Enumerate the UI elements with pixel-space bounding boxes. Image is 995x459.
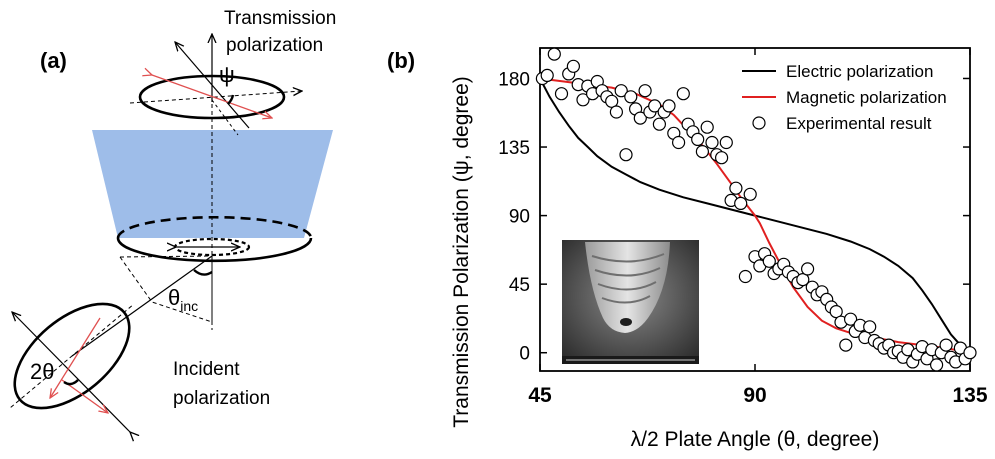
experimental-point bbox=[738, 269, 753, 284]
incident-label-line1: Incident bbox=[173, 359, 240, 380]
y-tick-label: 0 bbox=[519, 344, 530, 365]
experimental-point bbox=[762, 254, 776, 268]
two-theta-arc bbox=[63, 379, 79, 386]
experimental-point bbox=[638, 84, 652, 98]
experimental-point bbox=[734, 196, 748, 210]
y-tick-label: 45 bbox=[509, 275, 530, 296]
experimental-point bbox=[700, 120, 714, 134]
cone-bottom-ellipse-back bbox=[116, 215, 313, 239]
y-tick-label: 90 bbox=[509, 207, 530, 228]
incident-major-axis bbox=[10, 305, 133, 408]
transmission-horizontal-guide bbox=[129, 91, 302, 104]
panel-b-label: (b) bbox=[387, 48, 415, 73]
experimental-point bbox=[705, 135, 719, 150]
psi-angle-arc bbox=[227, 94, 235, 105]
incident-black-arrow bbox=[12, 312, 130, 432]
sem-inset bbox=[562, 240, 699, 364]
experimental-point bbox=[929, 358, 944, 372]
experimental-point bbox=[939, 338, 953, 352]
experimental-point bbox=[743, 187, 757, 201]
transmission-dashed-diag bbox=[211, 99, 239, 136]
experimental-point bbox=[554, 87, 569, 101]
panel-b-chart: (b) 0 45 90 135 180 45 90 135 λ/2 Plate Angle (… bbox=[387, 47, 988, 451]
panel-a-diagram: (a) ψ Transmission polarization θinc bbox=[10, 8, 336, 436]
experimental-point bbox=[829, 305, 843, 319]
experimental-point bbox=[729, 181, 743, 195]
legend: Electric polarization Magnetic polarizati… bbox=[742, 62, 947, 133]
series-layer bbox=[535, 47, 977, 372]
experimental-point bbox=[714, 151, 729, 165]
theta-inc-arc bbox=[193, 269, 213, 276]
incident-ellipse-group bbox=[10, 302, 133, 410]
experimental-point bbox=[619, 148, 633, 162]
experimental-point bbox=[540, 68, 554, 83]
psi-symbol: ψ bbox=[219, 62, 235, 87]
experimental-point bbox=[605, 94, 619, 108]
incident-red-arrow-2 bbox=[61, 379, 108, 413]
experimental-point bbox=[566, 59, 581, 73]
experimental-point bbox=[839, 338, 853, 352]
experimental-point bbox=[963, 346, 977, 360]
x-tick-label: 90 bbox=[743, 384, 766, 407]
projection-box bbox=[119, 256, 213, 323]
legend-label: Experimental result bbox=[786, 114, 932, 133]
experimental-point bbox=[652, 117, 667, 131]
experimental-point bbox=[691, 132, 705, 146]
experimental-point bbox=[662, 99, 676, 113]
two-theta-symbol: 2θ bbox=[30, 359, 54, 384]
experimental-point bbox=[648, 99, 662, 113]
x-tick-label: 135 bbox=[952, 384, 987, 407]
y-tick-label: 135 bbox=[498, 138, 530, 159]
experimental-point bbox=[800, 262, 815, 276]
incident-label-line2: polarization bbox=[173, 388, 270, 409]
transmission-label-line1: Transmission bbox=[224, 8, 336, 29]
experimental-point bbox=[676, 87, 690, 101]
sem-tip-texture bbox=[591, 253, 665, 304]
experimental-point bbox=[863, 320, 877, 334]
projection-box-side bbox=[119, 255, 213, 258]
incident-red-arrow bbox=[50, 317, 101, 398]
experimental-point bbox=[695, 145, 710, 159]
experimental-point bbox=[624, 90, 638, 104]
transmission-red-arrow bbox=[152, 75, 272, 118]
theta-inc-subscript: inc bbox=[180, 298, 198, 314]
experimental-point bbox=[719, 135, 733, 150]
transmission-label-line2: polarization bbox=[226, 35, 323, 56]
legend-label: Magnetic polarization bbox=[786, 88, 947, 107]
experimental-point bbox=[796, 273, 810, 287]
x-tick-label: 45 bbox=[528, 384, 552, 407]
experimental-point bbox=[633, 111, 647, 125]
experimental-point bbox=[547, 47, 561, 61]
sem-aperture bbox=[620, 318, 632, 326]
x-axis-label: λ/2 Plate Angle (θ, degree) bbox=[631, 428, 880, 451]
legend-swatch-marker bbox=[752, 116, 766, 130]
plot-area: 0 45 90 135 180 45 90 135 bbox=[498, 47, 988, 407]
legend-label: Electric polarization bbox=[786, 62, 933, 81]
experimental-point bbox=[576, 93, 590, 107]
y-tick-label: 180 bbox=[498, 69, 530, 90]
theta-inc-symbol: θinc bbox=[168, 285, 198, 314]
experimental-point bbox=[843, 312, 858, 326]
tick-labels: 0 45 90 135 180 45 90 135 bbox=[498, 69, 988, 407]
panel-a-label: (a) bbox=[40, 48, 67, 73]
experimental-point bbox=[614, 84, 628, 98]
experimental-point bbox=[671, 135, 686, 150]
y-axis-label: Transmission Polarization (ψ, degree) bbox=[450, 76, 473, 428]
sem-fiber-tip bbox=[585, 242, 670, 333]
experimental-point bbox=[609, 105, 624, 119]
incident-ellipse bbox=[13, 302, 131, 410]
